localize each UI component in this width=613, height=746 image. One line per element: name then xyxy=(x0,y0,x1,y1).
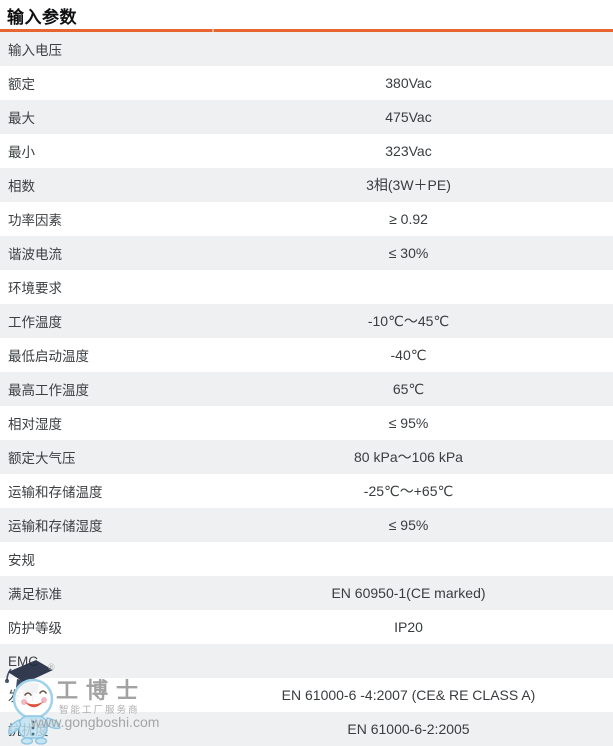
row-label: 工作温度 xyxy=(8,315,62,330)
row-label: 额定大气压 xyxy=(8,451,76,466)
table-row: 额定 380Vac xyxy=(0,66,613,100)
row-value: EN 61000-6-2:2005 xyxy=(347,721,470,737)
section-row: 安规 xyxy=(0,542,613,576)
page-title: 输入参数 xyxy=(7,8,77,27)
row-label: 环境要求 xyxy=(8,281,62,296)
row-value: 3相(3W＋PE) xyxy=(366,177,451,193)
row-label: 抗扰度 xyxy=(8,723,49,738)
table-row: 运输和存储湿度 ≤ 95% xyxy=(0,508,613,542)
row-value: ≤ 95% xyxy=(388,517,429,533)
row-label: 谐波电流 xyxy=(8,247,62,262)
title-divider xyxy=(0,29,613,32)
row-label: 最大 xyxy=(8,111,35,126)
row-value: -10℃～45℃ xyxy=(367,313,450,329)
row-value: ≤ 95% xyxy=(388,415,429,431)
table-row: 发射 EN 61000-6 -4:2007 (CE& RE CLASS A) xyxy=(0,678,613,712)
table-row: 最大 475Vac xyxy=(0,100,613,134)
row-label: 运输和存储温度 xyxy=(8,485,103,500)
row-label: 相数 xyxy=(8,179,35,194)
row-label: 功率因素 xyxy=(8,213,62,228)
row-value: 80 kPa～106 kPa xyxy=(354,449,463,465)
row-value: 65℃ xyxy=(392,380,425,397)
row-value: EN 61000-6 -4:2007 (CE& RE CLASS A) xyxy=(281,687,536,703)
row-value: ≤ 30% xyxy=(388,245,429,261)
table-row: 相数 3相(3W＋PE) xyxy=(0,168,613,202)
section-row: 输入电压 xyxy=(0,32,613,66)
row-label: 满足标准 xyxy=(8,587,62,602)
row-label: 最小 xyxy=(8,145,35,160)
table-row: 功率因素 ≥ 0.92 xyxy=(0,202,613,236)
row-label: 防护等级 xyxy=(8,621,62,636)
row-value: -25℃～+65℃ xyxy=(363,483,454,499)
section-row: 环境要求 xyxy=(0,270,613,304)
row-value: ≥ 0.92 xyxy=(389,211,428,227)
table-row: 最低启动温度 -40℃ xyxy=(0,338,613,372)
table-row: 抗扰度 EN 61000-6-2:2005 xyxy=(0,712,613,746)
table-row: 最高工作温度 65℃ xyxy=(0,372,613,406)
table-row: 最小 323Vac xyxy=(0,134,613,168)
row-label: 安规 xyxy=(8,553,35,568)
row-label: 发射 xyxy=(8,689,35,704)
section-row: EMC xyxy=(0,644,613,678)
spec-table: 输入电压额定 380Vac 最大 475Vac 最小 323Vac 相数 3相(3W＋PE) 功… xyxy=(0,32,613,746)
table-row: 运输和存储温度 -25℃～+65℃ xyxy=(0,474,613,508)
table-row: 满足标准 EN 60950-1(CE marked) xyxy=(0,576,613,610)
row-value: 323Vac xyxy=(385,143,432,159)
row-label: 输入电压 xyxy=(8,43,62,58)
table-row: 防护等级 IP20 xyxy=(0,610,613,644)
table-row: 谐波电流 ≤ 30% xyxy=(0,236,613,270)
table-row: 工作温度 -10℃～45℃ xyxy=(0,304,613,338)
row-value: -40℃ xyxy=(390,346,427,363)
row-value: 475Vac xyxy=(385,109,432,125)
row-label: 最低启动温度 xyxy=(8,349,89,364)
row-value: IP20 xyxy=(394,619,423,635)
row-label: 额定 xyxy=(8,77,35,92)
row-label: 最高工作温度 xyxy=(8,383,89,398)
row-value: 380Vac xyxy=(385,75,432,91)
row-value: EN 60950-1(CE marked) xyxy=(331,585,486,601)
row-label: 相对湿度 xyxy=(8,417,62,432)
row-label: EMC xyxy=(8,653,38,669)
table-row: 额定大气压 80 kPa～106 kPa xyxy=(0,440,613,474)
row-label: 运输和存储湿度 xyxy=(8,519,103,534)
table-row: 相对湿度 ≤ 95% xyxy=(0,406,613,440)
